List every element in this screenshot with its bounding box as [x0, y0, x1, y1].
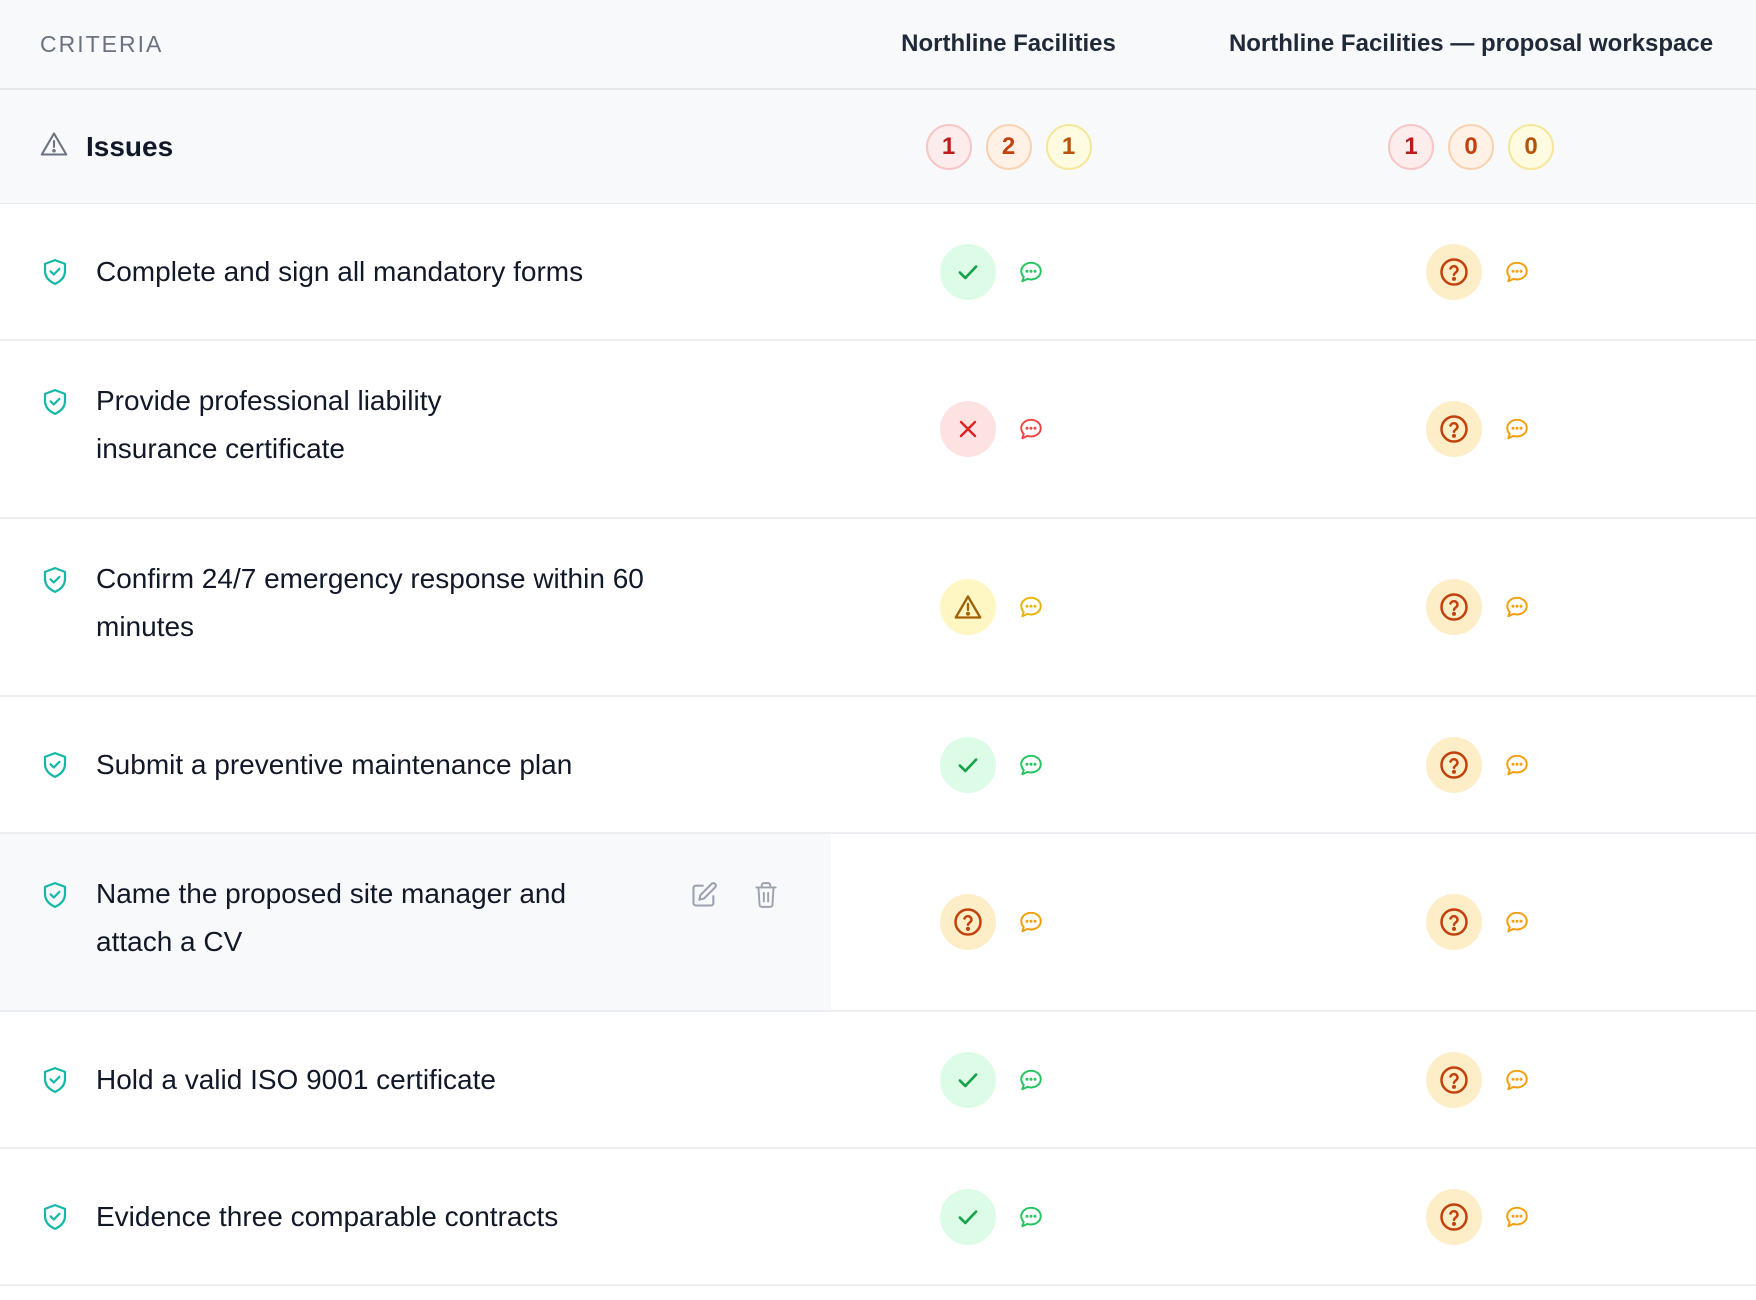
- shield-check-icon: [40, 257, 70, 287]
- vendor-status-cell: [831, 519, 1186, 695]
- comment-icon[interactable]: [1504, 594, 1530, 620]
- vendor-status-cell: [831, 834, 1186, 1010]
- issues-row: Issues 1 2 1 1 0 0: [0, 90, 1756, 204]
- shield-check-icon: [40, 1202, 70, 1232]
- warning-status-icon[interactable]: [940, 579, 996, 635]
- vendor-status-cell: [831, 341, 1186, 517]
- criterion-row[interactable]: Hold a valid ISO 9001 certificate: [0, 1012, 1756, 1149]
- workspace-status-cell: [1186, 519, 1756, 695]
- comment-icon[interactable]: [1018, 1204, 1044, 1230]
- vendor-column-header[interactable]: Northline Facilities: [901, 30, 1116, 57]
- criterion-label: Complete and sign all mandatory forms: [96, 255, 584, 287]
- workspace-issue-counts: 1 0 0: [1186, 123, 1756, 170]
- vendor-status-cell: [831, 1012, 1186, 1147]
- warning-triangle-icon: [40, 131, 68, 162]
- unknown-status-icon[interactable]: [1426, 894, 1482, 950]
- comment-icon[interactable]: [1504, 909, 1530, 935]
- comment-icon[interactable]: [1504, 1067, 1530, 1093]
- comment-icon[interactable]: [1504, 752, 1530, 778]
- comment-icon[interactable]: [1504, 1204, 1530, 1230]
- issues-label: Issues: [86, 130, 174, 162]
- minor-count-badge[interactable]: 1: [1045, 123, 1092, 170]
- workspace-status-cell: [1186, 834, 1756, 1010]
- unknown-status-icon[interactable]: [1426, 579, 1482, 635]
- criterion-label: Hold a valid ISO 9001 certificate: [96, 1063, 496, 1095]
- row-actions: [689, 880, 781, 910]
- comment-icon[interactable]: [1504, 259, 1530, 285]
- criterion-cell: Evidence three comparable contracts: [0, 1149, 831, 1284]
- criterion-cell: Provide professional liability insurance…: [0, 341, 831, 517]
- criterion-cell: Submit a preventive maintenance plan: [0, 697, 831, 832]
- workspace-column-header[interactable]: Northline Facilities — proposal workspac…: [1228, 30, 1714, 57]
- shield-check-icon: [40, 750, 70, 780]
- shield-check-icon: [40, 880, 70, 910]
- workspace-status-cell: [1186, 341, 1756, 517]
- workspace-status-cell: [1186, 697, 1756, 832]
- edit-icon[interactable]: [689, 880, 719, 910]
- shield-check-icon: [40, 387, 70, 417]
- criterion-row[interactable]: Submit a preventive maintenance plan: [0, 697, 1756, 834]
- unknown-status-icon[interactable]: [1426, 401, 1482, 457]
- vendor-status-cell: [831, 204, 1186, 339]
- unknown-status-icon[interactable]: [940, 894, 996, 950]
- criterion-row[interactable]: Name the proposed site manager and attac…: [0, 834, 1756, 1012]
- minor-count-badge[interactable]: 0: [1508, 123, 1554, 170]
- major-count-badge[interactable]: 2: [985, 123, 1032, 170]
- comment-icon[interactable]: [1018, 594, 1044, 620]
- unknown-status-icon[interactable]: [1426, 736, 1482, 793]
- criterion-label: Confirm 24/7 emergency response within 6…: [96, 563, 644, 642]
- pass-status-icon[interactable]: [940, 1051, 996, 1108]
- criterion-row[interactable]: Evidence three comparable contracts: [0, 1149, 1756, 1286]
- criterion-cell: Confirm 24/7 emergency response within 6…: [0, 519, 831, 695]
- comment-icon[interactable]: [1504, 416, 1530, 442]
- criterion-label: Name the proposed site manager and attac…: [96, 878, 567, 957]
- fail-status-icon[interactable]: [940, 401, 996, 457]
- criterion-label: Provide professional liability insurance…: [96, 385, 442, 464]
- comment-icon[interactable]: [1018, 416, 1044, 442]
- criterion-row[interactable]: Confirm 24/7 emergency response within 6…: [0, 519, 1756, 697]
- trash-icon[interactable]: [751, 880, 781, 910]
- pass-status-icon[interactable]: [940, 736, 996, 793]
- workspace-status-cell: [1186, 1149, 1756, 1284]
- criterion-row[interactable]: Complete and sign all mandatory forms: [0, 204, 1756, 341]
- workspace-status-cell: [1186, 1012, 1756, 1147]
- table-header: CRITERIA Northline Facilities Northline …: [0, 0, 1756, 90]
- criterion-cell: Complete and sign all mandatory forms: [0, 204, 831, 339]
- comment-icon[interactable]: [1018, 1067, 1044, 1093]
- comment-icon[interactable]: [1018, 752, 1044, 778]
- criterion-row[interactable]: Provide professional liability insurance…: [0, 341, 1756, 519]
- major-count-badge[interactable]: 0: [1448, 123, 1494, 170]
- criterion-cell: Hold a valid ISO 9001 certificate: [0, 1012, 831, 1147]
- comment-icon[interactable]: [1018, 259, 1044, 285]
- criteria-column-header: CRITERIA: [40, 30, 164, 57]
- vendor-issue-counts: 1 2 1: [831, 123, 1186, 170]
- pass-status-icon[interactable]: [940, 243, 996, 300]
- critical-count-badge[interactable]: 1: [925, 123, 972, 170]
- critical-count-badge[interactable]: 1: [1388, 123, 1434, 170]
- shield-check-icon: [40, 565, 70, 595]
- vendor-status-cell: [831, 697, 1186, 832]
- criterion-cell: Name the proposed site manager and attac…: [0, 834, 831, 1010]
- comment-icon[interactable]: [1018, 909, 1044, 935]
- unknown-status-icon[interactable]: [1426, 1051, 1482, 1108]
- workspace-status-cell: [1186, 204, 1756, 339]
- issues-label-cell: Issues: [0, 131, 831, 163]
- pass-status-icon[interactable]: [940, 1188, 996, 1245]
- criterion-label: Submit a preventive maintenance plan: [96, 748, 573, 780]
- unknown-status-icon[interactable]: [1426, 1188, 1482, 1245]
- vendor-status-cell: [831, 1149, 1186, 1284]
- shield-check-icon: [40, 1065, 70, 1095]
- criterion-label: Evidence three comparable contracts: [96, 1200, 559, 1232]
- unknown-status-icon[interactable]: [1426, 243, 1482, 300]
